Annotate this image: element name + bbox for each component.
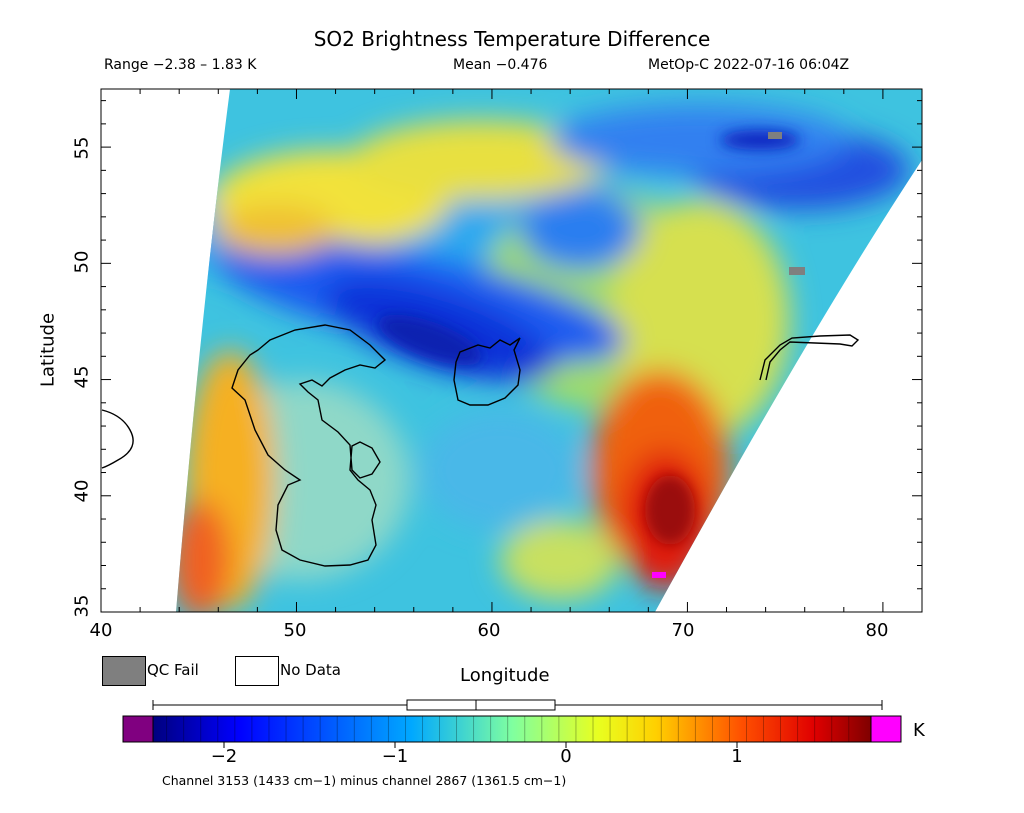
colorbar-tick-label: 1 [731,746,743,767]
qc-fail-pixel [789,267,805,275]
colorbar-unit: K [913,720,925,741]
coastlines [101,324,860,567]
range-label: Range −2.38 – 1.83 K [104,57,257,73]
qc-fail-pixel [768,132,782,139]
x-tick-label: 70 [671,620,695,641]
x-tick-label: 80 [865,620,889,641]
no-data-swatch [235,656,279,686]
y-tick-label: 35 [71,594,93,618]
y-tick-label: 50 [71,250,93,274]
no-data-label: No Data [280,661,341,679]
y-tick-label: 55 [71,136,93,160]
satellite-label: MetOp-C 2022-07-16 06:04Z [648,57,850,73]
colorbar-tick-label: −1 [381,746,409,767]
swath-fill [176,89,922,612]
channel-footnote: Channel 3153 (1433 cm−1) minus channel 2… [162,773,567,788]
high-value-pixel [652,572,666,578]
x-tick-label: 60 [477,620,501,641]
x-tick-label: 50 [283,620,307,641]
x-axis-label: Longitude [460,665,550,686]
y-axis-label: Latitude [37,312,59,388]
y-tick-label: 45 [71,365,93,389]
colorbar-tick-label: 0 [560,746,572,767]
mean-label: Mean −0.476 [453,57,548,73]
x-tick-label: 40 [89,620,113,641]
qc-fail-label: QC Fail [147,661,199,679]
colorbar-tick-label: −2 [210,746,238,767]
qc-fail-swatch [102,656,146,686]
y-tick-label: 40 [71,479,93,503]
plot-title: SO2 Brightness Temperature Difference [313,27,711,51]
